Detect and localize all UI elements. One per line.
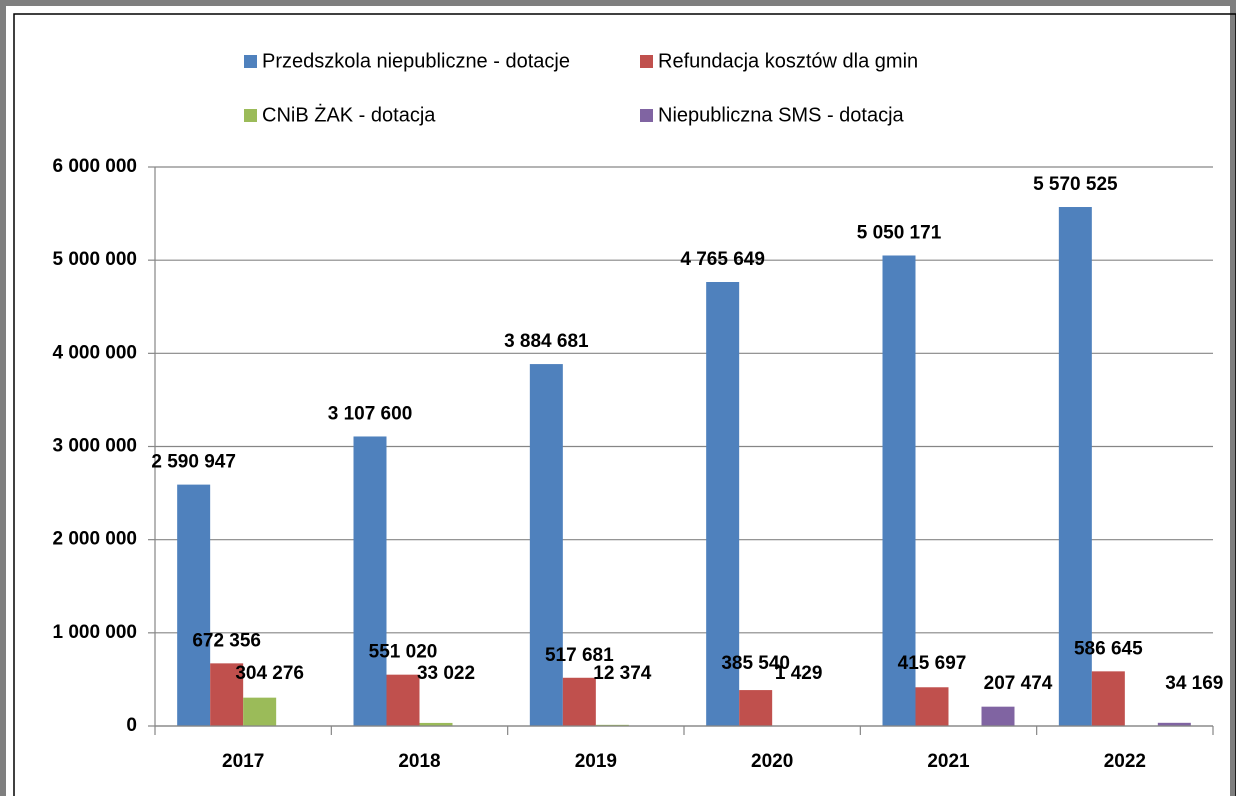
- y-tick-label: 1 000 000: [52, 622, 137, 643]
- data-label: 5 050 171: [857, 223, 942, 244]
- data-label: 517 681: [545, 645, 614, 666]
- data-label: 415 697: [898, 653, 967, 674]
- data-label: 12 374: [593, 663, 652, 684]
- bar: [739, 690, 773, 726]
- legend-label: Niepubliczna SMS - dotacja: [658, 104, 905, 126]
- bar: [177, 484, 211, 726]
- data-label: 5 570 525: [1033, 174, 1118, 195]
- x-tick-label: 2019: [575, 751, 617, 772]
- data-label: 586 645: [1074, 638, 1143, 659]
- bar: [419, 722, 453, 726]
- legend-swatch: [640, 109, 653, 122]
- legend-swatch: [640, 55, 653, 68]
- bar: [915, 687, 949, 726]
- bar: [529, 364, 563, 726]
- bar: [981, 706, 1015, 726]
- data-label: 4 765 649: [680, 249, 765, 270]
- data-label: 2 590 947: [151, 452, 236, 473]
- bar: [1091, 671, 1125, 726]
- y-tick-label: 5 000 000: [52, 249, 137, 270]
- data-label: 304 276: [235, 663, 304, 684]
- data-label: 551 020: [369, 642, 438, 663]
- data-label: 385 540: [721, 653, 790, 674]
- legend-swatch: [244, 109, 257, 122]
- data-label: 3 884 681: [504, 331, 589, 352]
- inner-frame: [13, 13, 1236, 796]
- legend-label: CNiB ŻAK - dotacja: [262, 103, 436, 126]
- bar: [562, 677, 596, 726]
- bar: [243, 697, 277, 726]
- bar: [210, 663, 244, 726]
- bar: [353, 436, 387, 726]
- x-tick-label: 2021: [927, 751, 970, 772]
- y-tick-label: 0: [126, 715, 137, 736]
- x-tick-label: 2017: [222, 751, 264, 772]
- bar: [1157, 722, 1191, 726]
- bar: [706, 282, 740, 726]
- x-tick-label: 2022: [1104, 751, 1146, 772]
- legend-swatch: [244, 55, 257, 68]
- y-tick-label: 4 000 000: [52, 342, 137, 363]
- data-label: 33 022: [417, 663, 475, 684]
- y-tick-label: 3 000 000: [52, 436, 137, 457]
- bar: [386, 674, 420, 726]
- x-tick-label: 2020: [751, 751, 793, 772]
- data-label: 3 107 600: [328, 403, 413, 424]
- data-label: 207 474: [984, 673, 1053, 694]
- y-tick-label: 2 000 000: [52, 529, 137, 550]
- data-label: 1 429: [775, 663, 823, 684]
- x-tick-label: 2018: [398, 751, 440, 772]
- y-tick-label: 6 000 000: [52, 156, 137, 177]
- data-label: 34 169: [1165, 673, 1223, 694]
- bar: [882, 255, 916, 726]
- legend-label: Refundacja kosztów dla gmin: [658, 50, 918, 72]
- legend-label: Przedszkola niepubliczne - dotacje: [262, 50, 570, 72]
- bar: [1058, 207, 1092, 726]
- data-label: 672 356: [192, 630, 261, 651]
